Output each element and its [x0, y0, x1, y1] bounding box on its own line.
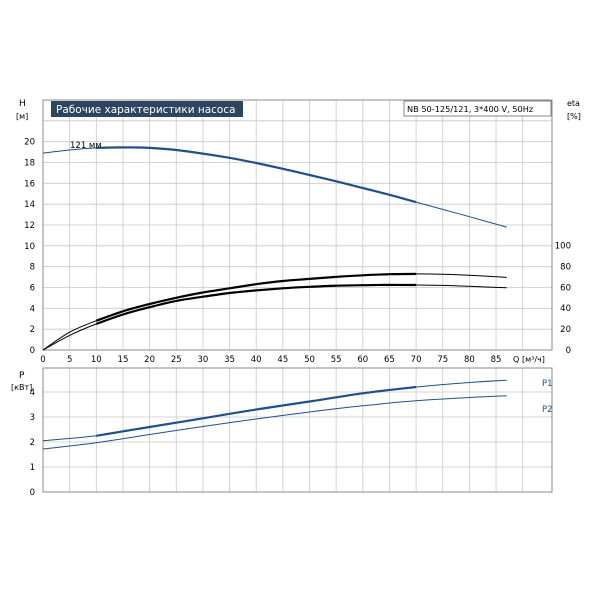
x-tick-label: 85: [491, 355, 502, 365]
h-axis-unit: [м]: [16, 112, 28, 121]
p-tick-labels: 0 1 2 3 4: [30, 388, 35, 498]
h-tick-label: 12: [24, 221, 35, 231]
x-tick-label: 25: [171, 355, 182, 365]
power-curve-p2: [42, 395, 507, 450]
h-tick-label: 4: [30, 304, 35, 314]
x-tick-label: 35: [224, 355, 235, 365]
q-axis-label: Q: [513, 355, 519, 364]
x-tick-labels: 0 5 10 15 20 25 30 35 40 45 50 55 60 65 70 75 80 85: [40, 355, 501, 365]
p-axis-label: P: [19, 371, 25, 381]
h-tick-label: 18: [24, 159, 35, 169]
eta-tick-label: 100: [555, 242, 571, 252]
x-tick-label: 45: [277, 355, 288, 365]
q-axis-unit: [м³/ч]: [522, 355, 545, 364]
x-tick-label: 55: [331, 355, 342, 365]
h-tick-label: 20: [24, 138, 35, 148]
power-curve-p1-operating-range: [96, 385, 417, 437]
model-label: NB 50-125/121, 3*400 V, 50Hz: [407, 104, 533, 114]
p-tick-label: 2: [30, 438, 35, 448]
head-curve-operating-range: [96, 146, 417, 204]
h-tick-label: 6: [30, 284, 35, 294]
x-tick-label: 30: [197, 355, 208, 365]
chart-title: Рабочие характеристики насоса: [56, 104, 236, 116]
p-tick-label: 1: [30, 463, 35, 473]
x-tick-label: 15: [118, 355, 129, 365]
p-tick-label: 0: [30, 488, 35, 498]
eta-tick-label: 80: [560, 262, 571, 272]
x-tick-label: 10: [91, 355, 102, 365]
head-curve-label: 121 мм: [70, 141, 102, 151]
lower-plot-frame: [42, 367, 553, 493]
h-tick-label: 16: [24, 179, 35, 189]
p-axis-unit: [кВт]: [11, 383, 32, 392]
eta-tick-label: 40: [560, 304, 571, 314]
x-tick-label: 20: [144, 355, 155, 365]
lower-grid: [43, 368, 552, 492]
x-tick-label: 75: [437, 355, 448, 365]
eta-tick-label: 60: [560, 283, 571, 293]
h-tick-label: 14: [24, 200, 35, 210]
h-tick-labels: 0 2 4 6 8 10 12 14 16 18 20: [24, 138, 35, 356]
h-tick-label: 8: [30, 263, 35, 273]
eta-axis-label: eta: [567, 99, 580, 108]
x-tick-label: 5: [67, 355, 72, 365]
curves: [42, 146, 507, 450]
upper-grid: [43, 99, 552, 350]
x-tick-label: 70: [411, 355, 422, 365]
x-tick-label: 65: [384, 355, 395, 365]
eta-tick-label: 0: [566, 346, 571, 356]
eta-axis-unit: [%]: [567, 112, 581, 121]
model-box-bg: [403, 100, 552, 117]
h-axis-label: H: [19, 99, 26, 109]
p1-label: P1: [542, 379, 553, 389]
eta-tick-labels: 0 20 40 60 80 100: [555, 242, 571, 357]
h-tick-label: 2: [30, 325, 35, 335]
h-tick-label: 10: [24, 242, 35, 252]
x-tick-label: 0: [40, 355, 45, 365]
eta-curve-1-operating-range: [95, 272, 417, 322]
x-tick-label: 60: [357, 355, 368, 365]
title-box-bg: [51, 101, 243, 117]
upper-plot-frame: [42, 99, 553, 351]
p-tick-label: 3: [30, 413, 35, 423]
x-tick-label: 80: [464, 355, 475, 365]
eta-curve-2-operating-range: [95, 283, 417, 325]
h-tick-label: 0: [30, 346, 35, 356]
x-tick-label: 50: [304, 355, 315, 365]
eta-tick-label: 20: [560, 325, 571, 335]
x-tick-label: 40: [251, 355, 262, 365]
p-tick-label: 4: [30, 388, 35, 398]
p2-label: P2: [542, 405, 553, 415]
